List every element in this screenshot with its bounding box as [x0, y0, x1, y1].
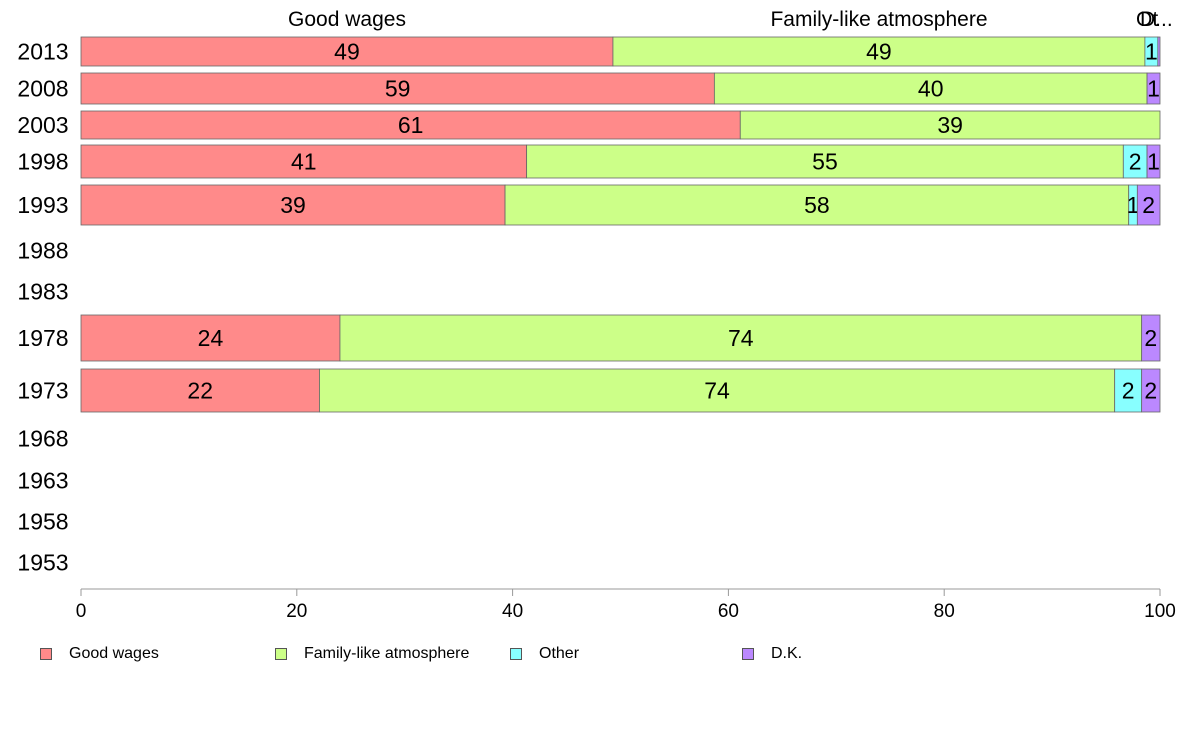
- year-label-1993: 1993: [17, 192, 68, 218]
- bar-2008-d-k: [1146, 72, 1161, 105]
- data-label-1993-other: 1: [1127, 192, 1140, 218]
- bar-1973-family-like-atmosphere: [319, 368, 1116, 413]
- series-header-label-1: Good wages: [288, 8, 406, 31]
- data-label-1998-d-k: 1: [1147, 149, 1160, 175]
- bar-1998-family-like-atmosphere: [526, 144, 1124, 179]
- legend-item-dk: D.K.: [742, 643, 802, 665]
- series-header-labels: Good wages Family-like atmosphere OtD...: [288, 8, 1173, 31]
- x-tick-label-60: 60: [718, 601, 739, 622]
- data-label-1973-other: 2: [1122, 378, 1135, 404]
- legend-swatch-family-like-atmosphere: [275, 648, 287, 660]
- year-label-1983: 1983: [17, 279, 68, 305]
- data-label-2008-d-k: 1: [1147, 76, 1160, 102]
- data-label-1978-good-wages: 24: [198, 325, 224, 351]
- data-label-1973-family-like-atmosphere: 74: [704, 378, 730, 404]
- data-label-2003-good-wages: 61: [398, 112, 424, 138]
- x-tick-label-100: 100: [1144, 601, 1176, 622]
- bar-2008-good-wages: [80, 72, 715, 105]
- bar-2013-d-k: [1157, 36, 1161, 67]
- data-label-1993-d-k: 2: [1142, 192, 1155, 218]
- year-label-1988: 1988: [17, 238, 68, 264]
- x-tick-label-0: 0: [76, 601, 87, 622]
- series-header-label-3: Ot: [1136, 8, 1158, 31]
- legend-swatch-dk: [742, 648, 754, 660]
- year-axis-labels: 2013 2008 2003 1998 1993 1988 1983 1978 1973 1968…: [17, 39, 68, 576]
- data-label-1973-good-wages: 22: [187, 378, 213, 404]
- year-label-1973: 1973: [17, 378, 68, 404]
- data-label-2013-other: 1: [1145, 39, 1158, 65]
- data-label-2013-good-wages: 49: [334, 39, 360, 65]
- bar-2008-family-like-atmosphere: [713, 72, 1148, 105]
- year-label-2003: 2003: [17, 112, 68, 138]
- x-tick-label-20: 20: [286, 601, 307, 622]
- bar-2013-family-like-atmosphere: [612, 36, 1146, 67]
- bar-1978-family-like-atmosphere: [339, 314, 1143, 362]
- year-label-1953: 1953: [17, 550, 68, 576]
- data-label-1973-d-k: 2: [1144, 378, 1157, 404]
- bar-1978-good-wages: [80, 314, 341, 362]
- bar-2003-good-wages: [80, 110, 741, 140]
- bar-1998-good-wages: [80, 144, 528, 179]
- legend-swatch-good-wages: [40, 648, 52, 660]
- data-label-1978-d-k: 2: [1144, 325, 1157, 351]
- data-label-1998-other: 2: [1129, 149, 1142, 175]
- x-tick-label-80: 80: [934, 601, 955, 622]
- data-label-2013-family-like-atmosphere: 49: [866, 39, 892, 65]
- legend-label-dk: D.K.: [771, 645, 803, 662]
- legend-label-other: Other: [539, 645, 580, 662]
- year-label-1958: 1958: [17, 509, 68, 535]
- data-label-1998-family-like-atmosphere: 55: [812, 149, 838, 175]
- bar-1973-other: [1114, 368, 1143, 413]
- data-label-1978-family-like-atmosphere: 74: [728, 325, 754, 351]
- legend-item-other: Other: [510, 643, 579, 665]
- legend-label-family-like-atmosphere: Family-like atmosphere: [304, 645, 470, 662]
- series-header-label-2: Family-like atmosphere: [770, 8, 987, 31]
- legend-label-good-wages: Good wages: [69, 645, 159, 662]
- data-label-2008-family-like-atmosphere: 40: [918, 76, 944, 102]
- year-label-1968: 1968: [17, 426, 68, 452]
- bar-1993-d-k: [1136, 184, 1161, 226]
- data-label-1993-family-like-atmosphere: 58: [804, 192, 830, 218]
- bar-1973-d-k: [1141, 368, 1161, 413]
- bar-1998-d-k: [1146, 144, 1161, 179]
- year-label-2008: 2008: [17, 76, 68, 102]
- bar-1973-good-wages: [80, 368, 320, 413]
- x-tick-label-40: 40: [502, 601, 523, 622]
- data-label-2003-family-like-atmosphere: 39: [937, 112, 963, 138]
- legend-item-family-like-atmosphere: Family-like atmosphere: [275, 643, 469, 665]
- data-label-1993-good-wages: 39: [280, 192, 306, 218]
- x-axis: 0 20 40 60 80 100: [76, 588, 1176, 622]
- year-label-1963: 1963: [17, 468, 68, 494]
- legend: Good wages Family-like atmosphere Other …: [40, 643, 1140, 665]
- bar-1978-d-k: [1141, 314, 1161, 362]
- year-label-1978: 1978: [17, 325, 68, 351]
- bar-1993-good-wages: [80, 184, 506, 226]
- data-label-1998-good-wages: 41: [291, 149, 317, 175]
- series-header-label-4: D...: [1140, 8, 1173, 31]
- legend-swatch-other: [510, 648, 522, 660]
- year-label-1998: 1998: [17, 149, 68, 175]
- legend-item-good-wages: Good wages: [40, 643, 159, 665]
- data-label-2008-good-wages: 59: [385, 76, 411, 102]
- bar-2003-family-like-atmosphere: [739, 110, 1161, 140]
- year-label-2013: 2013: [17, 39, 68, 65]
